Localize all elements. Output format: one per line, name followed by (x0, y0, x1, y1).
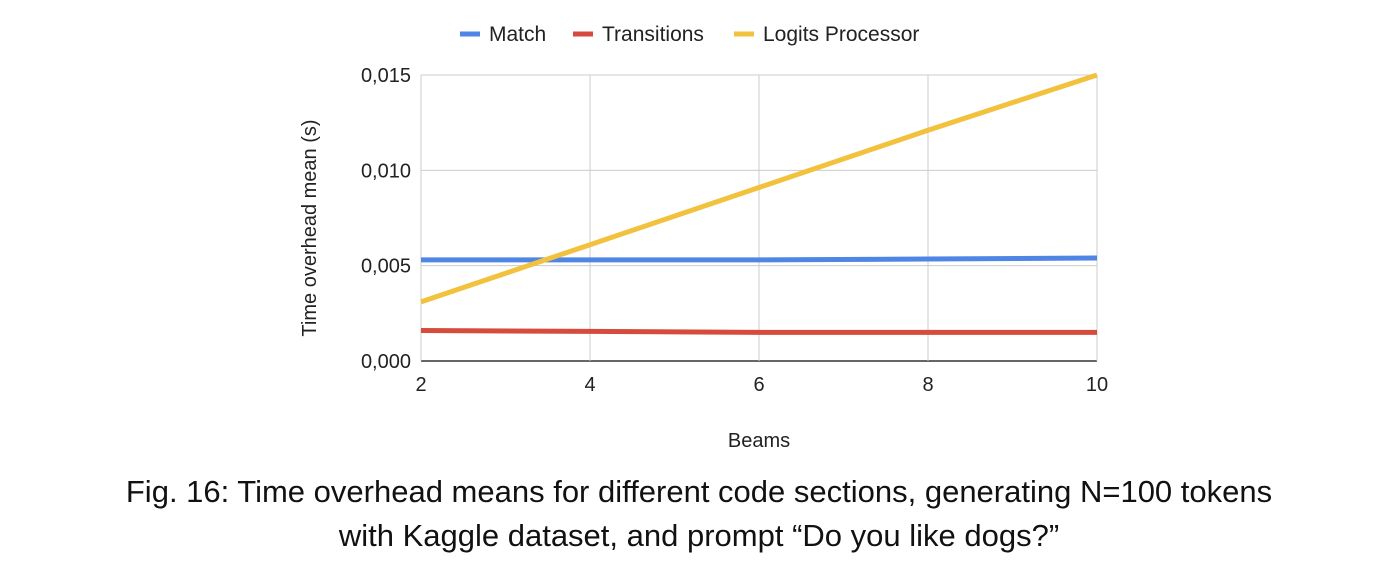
series-line-logits-processor (420, 72, 1098, 305)
x-tick-label: 8 (922, 374, 933, 396)
line-chart: Match Transitions Logits Processor 0,0000,… (299, 23, 1108, 452)
x-tick-label: 2 (415, 374, 426, 396)
y-tick-label: 0,000 (361, 351, 411, 373)
series-line-match (421, 255, 1098, 263)
grid (420, 74, 1098, 362)
caption-line-1: Fig. 16: Time overhead means for differe… (125, 474, 1273, 509)
caption-line-2: with Kaggle dataset, and prompt “Do you … (338, 518, 1060, 553)
x-tick-label: 10 (1086, 374, 1108, 396)
y-tick-label: 0,015 (361, 65, 411, 87)
y-axis-title: Time overhead mean (s) (299, 119, 321, 336)
legend-label-logits-processor: Logits Processor (763, 23, 919, 46)
y-tick-label: 0,005 (361, 256, 411, 278)
x-tick-label: 6 (753, 374, 764, 396)
legend-label-transitions: Transitions (602, 23, 704, 46)
figure-caption: Fig. 16: Time overhead means for differe… (0, 470, 1398, 558)
series-layer (420, 72, 1098, 335)
series-line-transitions (420, 328, 1097, 335)
tick-labels: 0,000 0,005 0,010 0,015 2 4 6 8 10 (361, 65, 1108, 396)
x-axis-title: Beams (728, 430, 790, 452)
legend: Match Transitions Logits Processor (460, 23, 919, 46)
y-tick-label: 0,010 (361, 160, 411, 182)
legend-label-match: Match (489, 23, 546, 46)
x-tick-label: 4 (584, 374, 595, 396)
